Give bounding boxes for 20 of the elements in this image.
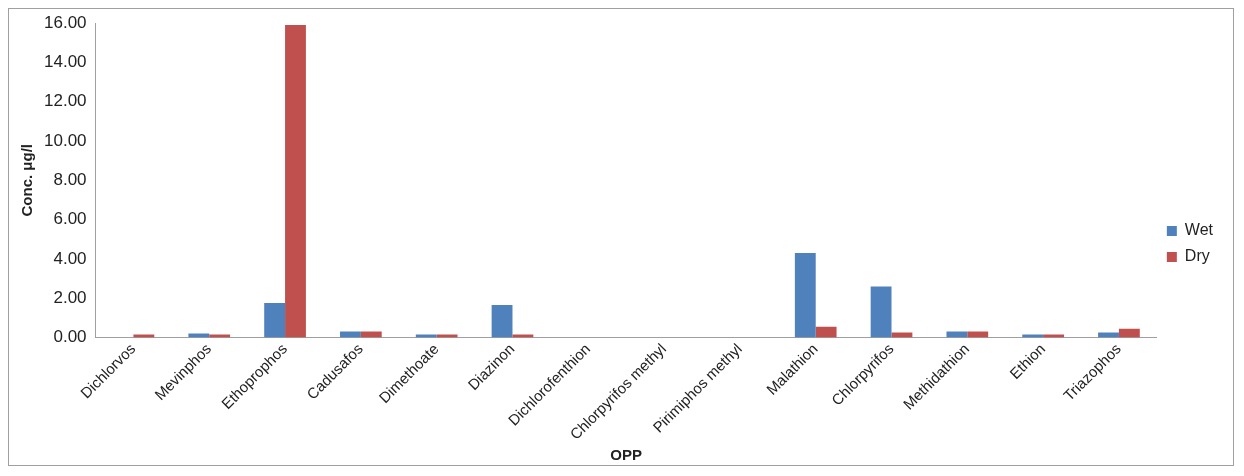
- bar: [285, 24, 306, 338]
- legend-label: Dry: [1184, 247, 1210, 265]
- y-tick-label: 2.00: [53, 287, 87, 307]
- y-tick-label: 8.00: [53, 169, 87, 189]
- y-tick-label: 0.00: [53, 327, 87, 347]
- bar: [264, 303, 286, 338]
- bar: [815, 326, 837, 338]
- bar: [1118, 328, 1140, 338]
- y-axis-title: Conc. μg/l: [18, 143, 36, 217]
- bar: [794, 252, 816, 338]
- y-tick-label: 14.00: [43, 52, 87, 71]
- bar: [870, 286, 892, 338]
- y-tick-label: 16.00: [43, 12, 87, 32]
- legend-label: Wet: [1184, 221, 1214, 239]
- y-tick-label: 12.00: [43, 91, 87, 111]
- y-tick-label: 6.00: [53, 209, 87, 229]
- bar: [491, 305, 513, 338]
- y-tick-label: 4.00: [53, 248, 87, 268]
- x-axis-title: OPP: [610, 446, 643, 464]
- y-tick-label: 10.00: [43, 130, 87, 150]
